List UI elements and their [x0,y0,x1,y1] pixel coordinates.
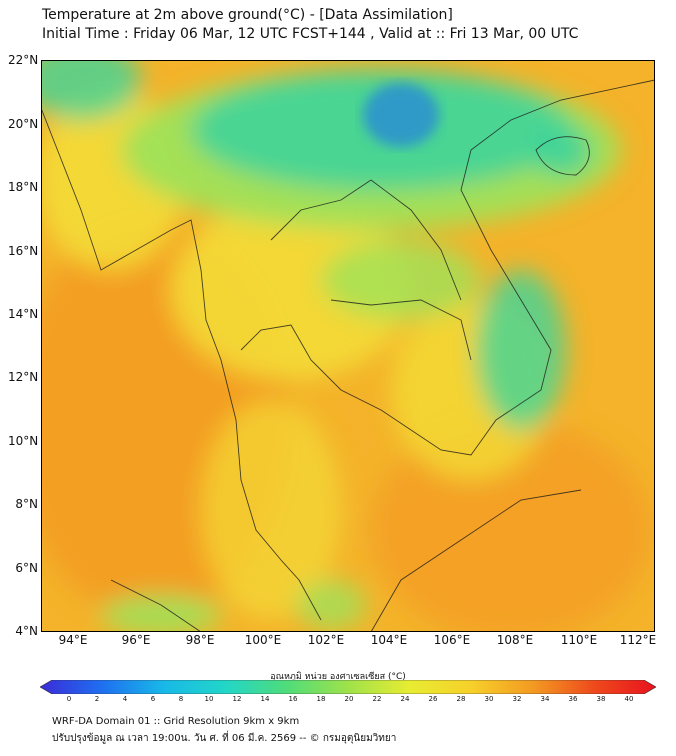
lon-label: 96°E [121,633,151,647]
colorbar-tick: 2 [94,695,100,703]
border-cambodia [330,299,472,361]
colorbar-tick: 12 [232,695,242,703]
cool-zone-hainan [531,124,591,176]
lat-label: 16°N [8,244,39,258]
lon-label: 100°E [244,633,282,647]
coastline-hainan [535,136,590,176]
colorbar-bar [39,679,657,695]
map-title: Temperature at 2m above ground(°C) - [Da… [42,7,453,23]
footer-grid-info: WRF-DA Domain 01 :: Grid Resolution 9km … [52,716,300,727]
lat-label: 10°N [8,434,39,448]
colorbar-tick: 8 [178,695,184,703]
cool-zone-borneo [296,580,366,630]
colorbar-tick: 0 [66,695,72,703]
colorbar-tick: 6 [150,695,156,703]
lat-label: 22°N [8,53,39,67]
lon-label: 98°E [185,633,215,647]
border-laos [270,179,462,301]
lat-label: 8°N [15,497,38,511]
colorbar-tick: 36 [568,695,578,703]
footer-update-info: ปรับปรุงข้อมูล ณ เวลา 19:00น. วัน ศ. ที่… [52,733,397,744]
lon-label: 106°E [433,633,471,647]
colorbar-tick: 24 [400,695,410,703]
colorbar-tick: 34 [540,695,550,703]
lat-label: 6°N [15,561,38,575]
lon-label: 110°E [560,633,598,647]
coastline-gulf [240,79,655,456]
colorbar-tick: 4 [122,695,128,703]
colorbar-tick: 16 [288,695,298,703]
lat-label: 14°N [8,307,39,321]
colorbar [39,679,657,695]
lon-label: 108°E [496,633,534,647]
colorbar-tick: 20 [344,695,354,703]
colorbar-tick: 40 [624,695,634,703]
colorbar-tick: 26 [428,695,438,703]
colorbar-title: อุณหภูมิ หน่วย องศาเซลเซียส (°C) [270,672,406,682]
colorbar-tick: 14 [260,695,270,703]
map-border [41,60,655,632]
colorbar-tick: 32 [512,695,522,703]
cool-zone-northwest [41,60,141,120]
mild-zone-peninsula [201,400,341,620]
coastline-sumatra [110,579,202,632]
colorbar-tick: 28 [456,695,466,703]
temperature-map [41,60,655,632]
cooler-zone-vietnam [476,270,566,430]
colorbar-tick: 22 [372,695,382,703]
colorbar-tick: 30 [484,695,494,703]
colorbar-tick: 18 [316,695,326,703]
lat-label: 12°N [8,370,39,384]
map-subtitle: Initial Time : Friday 06 Mar, 12 UTC FCS… [42,26,579,42]
lat-label: 20°N [8,117,39,131]
lon-label: 102°E [307,633,345,647]
cool-zone-laos [321,240,481,320]
coldest-spot [363,83,439,147]
coastline-mainland [41,107,322,621]
lon-label: 112°E [619,633,657,647]
colorbar-tick: 38 [596,695,606,703]
colorbar-tick: 10 [204,695,214,703]
lon-label: 94°E [58,633,88,647]
lon-label: 104°E [370,633,408,647]
mild-zone-central [171,200,411,380]
cool-zone-sumatra [101,595,221,632]
coastline-borneo [370,489,582,632]
lat-label: 18°N [8,180,39,194]
lat-label: 4°N [15,624,38,638]
